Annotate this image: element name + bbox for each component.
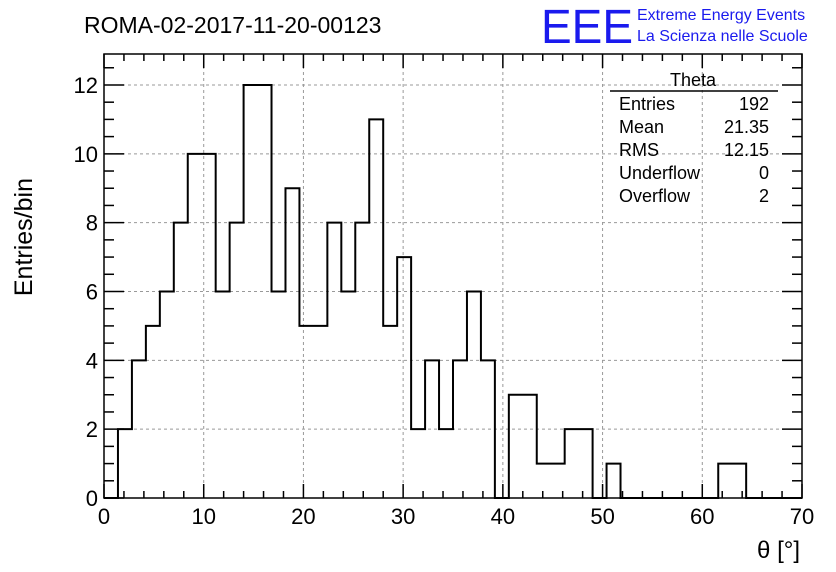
y-tick-label: 12: [74, 73, 98, 98]
x-tick-label: 0: [98, 504, 110, 529]
logo-subtitle-line2: La Scienza nelle Scuole: [637, 28, 808, 45]
x-tick-label: 70: [790, 504, 814, 529]
eee-logo: EEE: [541, 1, 633, 54]
stats-value: 2: [759, 186, 769, 206]
y-tick-label: 2: [86, 417, 98, 442]
y-tick-label: 4: [86, 348, 98, 373]
grid-lines: [104, 54, 802, 498]
logo-subtitle-line1: Extreme Energy Events: [637, 7, 805, 24]
stats-label: Underflow: [619, 163, 701, 183]
x-tick-label: 30: [391, 504, 415, 529]
y-axis-label: Entries/bin: [10, 178, 38, 296]
y-tick-label: 6: [86, 279, 98, 304]
run-title: ROMA-02-2017-11-20-00123: [84, 12, 381, 38]
y-tick-label: 10: [74, 142, 98, 167]
x-tick-label: 60: [690, 504, 714, 529]
stats-title: Theta: [670, 70, 717, 90]
stats-label: Overflow: [619, 186, 691, 206]
stats-label: Mean: [619, 117, 664, 137]
stats-value: 192: [739, 94, 769, 114]
stats-label: RMS: [619, 140, 659, 160]
stats-label: Entries: [619, 94, 675, 114]
y-tick-label: 0: [86, 486, 98, 511]
plot-frame: [103, 53, 803, 499]
x-tick-label: 20: [291, 504, 315, 529]
x-tick-label: 10: [191, 504, 215, 529]
x-axis-label: θ [°]: [757, 537, 800, 564]
stats-value: 21.35: [724, 117, 769, 137]
stats-value: 0: [759, 163, 769, 183]
stats-rows: Entries 192 Mean 21.35 RMS 12.15 Underflow 0 Ove…: [619, 94, 769, 206]
stats-value: 12.15: [724, 140, 769, 160]
x-tick-label: 50: [590, 504, 614, 529]
axis-ticks: [103, 54, 803, 499]
y-tick-label: 8: [86, 211, 98, 236]
stats-box: Theta Entries 192 Mean 21.35 RMS 12.15 Underfl…: [610, 70, 778, 206]
x-tick-label: 40: [491, 504, 515, 529]
